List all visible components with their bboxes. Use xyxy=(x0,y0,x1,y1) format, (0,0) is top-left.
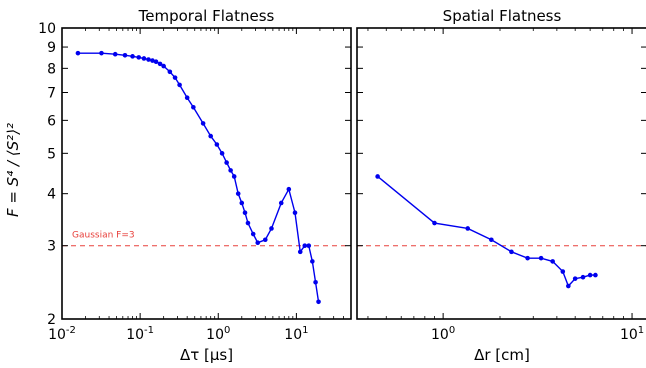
temporal-data-point xyxy=(153,59,159,64)
temporal-data-point xyxy=(157,61,163,67)
temporal-data-point xyxy=(269,226,274,231)
temporal-y-tick-label: 5 xyxy=(47,146,56,162)
spatial-data-point xyxy=(509,249,514,255)
temporal-data-point xyxy=(297,249,303,255)
temporal-y-tick-label: 7 xyxy=(47,85,56,101)
temporal-x-tick-label: 101 xyxy=(284,325,308,343)
temporal-data-point xyxy=(200,121,206,126)
temporal-y-tick-label: 10 xyxy=(38,21,56,37)
temporal-data-point xyxy=(167,69,173,75)
temporal-data-point xyxy=(255,240,261,245)
spatial-data-point xyxy=(525,255,530,261)
temporal-data-point xyxy=(235,191,241,196)
temporal-data-point xyxy=(177,82,182,88)
temporal-data-point xyxy=(224,160,229,165)
spatial-data-point xyxy=(580,274,586,280)
temporal-data-point xyxy=(141,56,147,61)
temporal-data-point xyxy=(245,220,251,226)
temporal-data-point xyxy=(184,95,190,101)
temporal-reference-label: Gaussian F=3 xyxy=(72,231,135,241)
spatial-panel-title: Spatial Flatness xyxy=(443,7,562,25)
temporal-x-tick-label: 10-1 xyxy=(126,325,154,343)
temporal-data-point xyxy=(130,54,135,59)
temporal-data-point xyxy=(292,210,298,216)
spatial-data-point xyxy=(566,283,571,289)
temporal-data-point xyxy=(231,174,237,179)
temporal-data-point xyxy=(99,50,104,56)
temporal-data-point xyxy=(313,280,318,285)
spatial-x-axis-label: Δr [cm] xyxy=(474,346,530,364)
temporal-data-point xyxy=(239,200,245,206)
y-axis-label: F = S⁴ / ⟨S²⟩² xyxy=(4,123,22,217)
temporal-y-tick-label: 3 xyxy=(47,239,56,255)
temporal-y-tick-label: 2 xyxy=(47,312,56,328)
temporal-data-point xyxy=(286,186,292,192)
temporal-data-point xyxy=(302,243,308,248)
temporal-data-point xyxy=(161,63,166,69)
temporal-data-point xyxy=(228,168,233,173)
temporal-data-point xyxy=(278,200,284,206)
spatial-data-point xyxy=(560,269,566,274)
spatial-data-point xyxy=(538,255,544,261)
temporal-data-point xyxy=(112,51,118,57)
temporal-data-point xyxy=(214,142,220,147)
temporal-x-axis-label: Δτ [μs] xyxy=(180,346,233,364)
spatial-data-point xyxy=(375,174,380,179)
temporal-panel-title: Temporal Flatness xyxy=(138,7,275,25)
temporal-data-point xyxy=(306,243,312,248)
temporal-y-tick-label: 4 xyxy=(47,187,56,203)
spatial-data-point xyxy=(550,259,555,264)
temporal-x-tick-label: 100 xyxy=(206,325,230,343)
temporal-data-point xyxy=(262,237,268,243)
temporal-y-tick-label: 9 xyxy=(47,40,56,56)
temporal-data-point xyxy=(172,75,178,80)
temporal-data-point xyxy=(310,259,315,264)
temporal-data-point xyxy=(75,50,81,56)
temporal-data-point xyxy=(208,133,213,139)
temporal-axes-frame xyxy=(61,27,352,320)
spatial-data-point xyxy=(593,272,598,278)
spatial-flatness-panel: Spatial Flatness Δr [cm] 100 101 xyxy=(356,7,646,364)
temporal-data-point xyxy=(191,104,196,110)
temporal-x-tick-label: 10-2 xyxy=(48,325,76,343)
spatial-data-point xyxy=(465,226,471,231)
temporal-data-point xyxy=(146,57,151,62)
temporal-y-tick-label: 6 xyxy=(47,113,56,129)
temporal-data-point xyxy=(316,299,321,305)
temporal-y-tick-label: 8 xyxy=(47,61,56,77)
temporal-data-point xyxy=(242,210,248,216)
temporal-flatness-panel: Temporal Flatness Δτ [μs] Gaussian F=3 10… xyxy=(38,7,352,364)
temporal-data-point xyxy=(250,231,256,237)
spatial-data-point xyxy=(587,272,593,278)
spatial-x-tick-label: 101 xyxy=(620,325,644,343)
spatial-data-point xyxy=(572,276,578,281)
temporal-series-line xyxy=(77,52,320,302)
spatial-data-point xyxy=(432,220,437,226)
temporal-data-point xyxy=(122,52,128,58)
temporal-data-point xyxy=(136,55,142,60)
spatial-x-tick-label: 100 xyxy=(431,325,455,343)
temporal-data-point xyxy=(150,58,155,63)
spatial-data-point xyxy=(489,237,494,243)
spatial-axes-frame xyxy=(356,27,646,320)
temporal-data-point xyxy=(219,151,225,156)
